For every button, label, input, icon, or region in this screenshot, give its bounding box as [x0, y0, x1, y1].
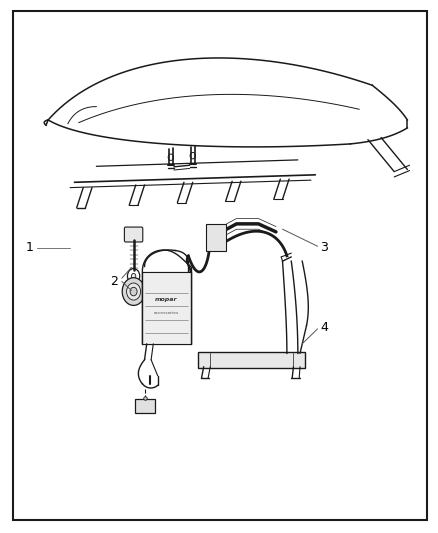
Text: 4: 4 [320, 321, 328, 334]
Text: mopar: mopar [155, 297, 178, 302]
Circle shape [130, 287, 137, 296]
Circle shape [131, 273, 136, 279]
Text: 2: 2 [110, 275, 118, 288]
Circle shape [127, 283, 141, 300]
FancyBboxPatch shape [124, 227, 143, 242]
Bar [142, 272, 191, 344]
Circle shape [122, 278, 145, 305]
Text: accessories: accessories [154, 311, 179, 315]
FancyBboxPatch shape [206, 224, 226, 251]
FancyBboxPatch shape [198, 352, 305, 368]
Text: 1: 1 [26, 241, 34, 254]
Text: 3: 3 [320, 241, 328, 254]
FancyBboxPatch shape [135, 399, 155, 413]
